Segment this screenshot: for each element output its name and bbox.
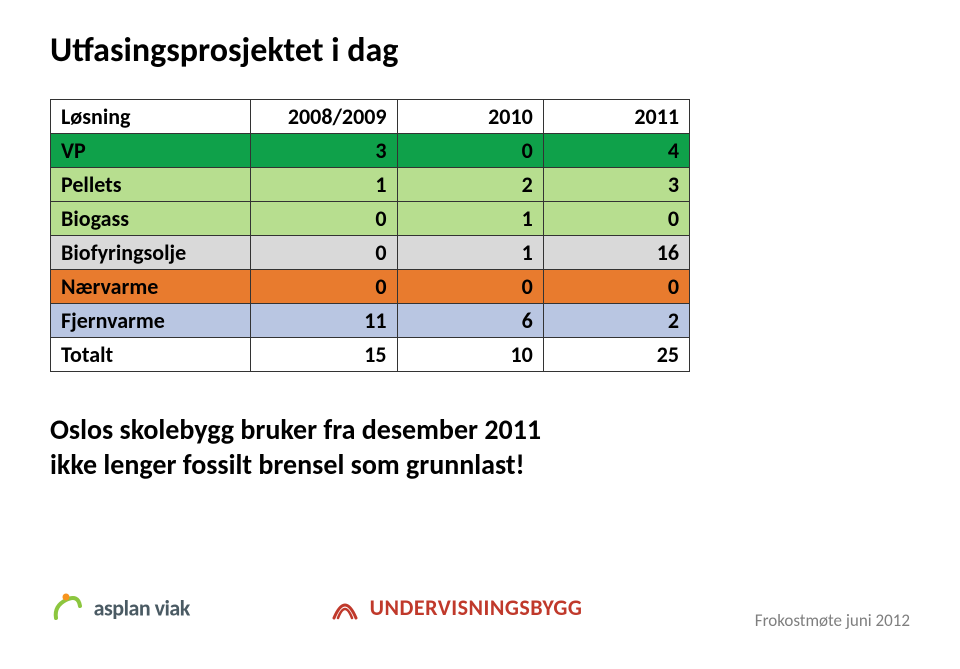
callout-line-2: ikke lenger fossilt brensel som grunnlas… <box>50 447 910 482</box>
asplan-swoosh-icon <box>50 592 84 631</box>
table-col-year: 2011 <box>543 100 689 134</box>
row-value: 1 <box>397 236 543 270</box>
row-label: Nærvarme <box>51 270 251 304</box>
row-value: 6 <box>397 304 543 338</box>
row-value: 10 <box>397 338 543 372</box>
row-label: VP <box>51 134 251 168</box>
row-value: 0 <box>543 270 689 304</box>
page-title: Utfasingsprosjektet i dag <box>50 30 910 71</box>
row-value: 1 <box>397 202 543 236</box>
table-header-row: Løsning2008/200920102011 <box>51 100 690 134</box>
logo-undervis-text: UNDERVISNINGSBYGG <box>370 594 583 621</box>
footer-text: Frokostmøte juni 2012 <box>755 610 910 631</box>
callout-text: Oslos skolebygg bruker fra desember 2011… <box>50 412 910 482</box>
row-value: 3 <box>543 168 689 202</box>
row-value: 3 <box>251 134 397 168</box>
table-row: Fjernvarme1162 <box>51 304 690 338</box>
row-label: Fjernvarme <box>51 304 251 338</box>
row-label: Pellets <box>51 168 251 202</box>
logo-asplan-text: asplan viak <box>94 594 190 621</box>
table-body: VP304Pellets123Biogass010Biofyringsolje0… <box>51 134 690 372</box>
table-row: Totalt151025 <box>51 338 690 372</box>
row-value: 16 <box>543 236 689 270</box>
table-col-label: Løsning <box>51 100 251 134</box>
table-row: VP304 <box>51 134 690 168</box>
row-label: Biogass <box>51 202 251 236</box>
table-col-year: 2008/2009 <box>251 100 397 134</box>
row-label: Totalt <box>51 338 251 372</box>
table-row: Pellets123 <box>51 168 690 202</box>
footer: asplan viak UNDERVISNINGSBYGG Frokostmøt… <box>0 589 960 649</box>
table-row: Biofyringsolje0116 <box>51 236 690 270</box>
table-col-year: 2010 <box>397 100 543 134</box>
table-row: Nærvarme000 <box>51 270 690 304</box>
row-value: 0 <box>397 134 543 168</box>
undervis-arc-icon <box>330 596 360 627</box>
row-value: 2 <box>397 168 543 202</box>
row-value: 15 <box>251 338 397 372</box>
row-value: 0 <box>251 270 397 304</box>
row-label: Biofyringsolje <box>51 236 251 270</box>
callout-line-1: Oslos skolebygg bruker fra desember 2011 <box>50 412 910 447</box>
row-value: 0 <box>251 202 397 236</box>
table-row: Biogass010 <box>51 202 690 236</box>
row-value: 0 <box>543 202 689 236</box>
row-value: 0 <box>397 270 543 304</box>
slide: Utfasingsprosjektet i dag Løsning2008/20… <box>0 0 960 669</box>
logo-undervisningsbygg: UNDERVISNINGSBYGG <box>330 594 582 627</box>
row-value: 1 <box>251 168 397 202</box>
logo-asplan-viak: asplan viak <box>50 592 190 631</box>
row-value: 11 <box>251 304 397 338</box>
row-value: 25 <box>543 338 689 372</box>
row-value: 0 <box>251 236 397 270</box>
row-value: 4 <box>543 134 689 168</box>
data-table: Løsning2008/200920102011 VP304Pellets123… <box>50 99 690 372</box>
row-value: 2 <box>543 304 689 338</box>
